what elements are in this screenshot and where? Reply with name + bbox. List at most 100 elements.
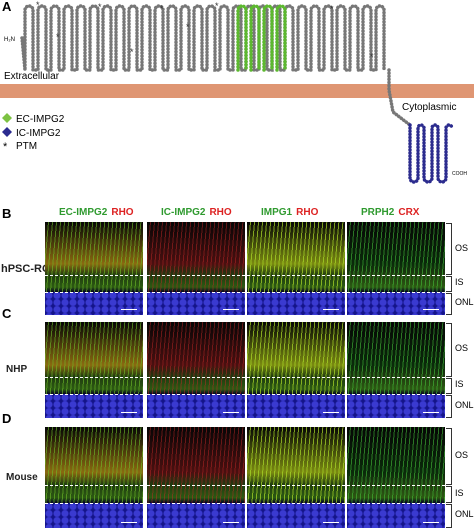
micrograph <box>45 222 143 315</box>
layer-bracket <box>446 485 452 503</box>
layer-label: ONL <box>455 400 474 410</box>
marker-label: IC-IMPG2 <box>161 207 206 218</box>
marker-label: IMPG1 <box>261 207 293 218</box>
micrograph <box>347 427 445 528</box>
layer-boundary <box>347 502 445 504</box>
nuclei <box>347 502 445 528</box>
layer-boundary <box>147 291 245 293</box>
layer-boundary <box>247 275 345 276</box>
scale-bar <box>121 309 137 310</box>
membrane <box>0 84 474 98</box>
column-header: IC-IMPG2 RHO <box>161 207 232 218</box>
column-header: EC-IMPG2 RHO <box>59 207 134 218</box>
layer-boundary <box>147 394 245 395</box>
layer-bracket <box>446 292 452 315</box>
cytoplasmic-label: Cytoplasmic <box>402 102 456 113</box>
ptm-mark: * <box>36 0 40 10</box>
layer-label: IS <box>455 487 464 498</box>
ec-impg2-loops <box>236 4 287 72</box>
ptm-mark: * <box>186 22 190 32</box>
nuclei <box>147 394 245 418</box>
legend-label: PTM <box>16 141 37 152</box>
nuclei <box>147 291 245 315</box>
ptm-mark: * <box>215 1 219 11</box>
layer-boundary <box>147 376 245 378</box>
micrograph <box>347 222 445 315</box>
column-header: IMPG1 RHO <box>261 207 318 218</box>
layer-boundary <box>45 376 143 378</box>
sample-label: NHP <box>6 364 28 375</box>
legend-label: EC-IMPG2 <box>16 114 65 125</box>
layer-bracket <box>446 377 452 394</box>
layer-boundary <box>347 484 445 486</box>
layer-boundary <box>247 394 345 395</box>
legend-swatch: * <box>3 141 8 153</box>
counterstain-label: RHO <box>209 207 232 218</box>
scale-bar <box>223 412 239 413</box>
layer-bracket <box>446 223 452 275</box>
legend-swatch <box>2 127 12 137</box>
nuclei <box>247 502 345 528</box>
marker-label: EC-IMPG2 <box>59 207 108 218</box>
nuclei <box>247 291 345 315</box>
micrograph <box>347 322 445 418</box>
ptm-mark: * <box>160 4 164 14</box>
panel-a: A H₂N Extracellular Cytoplasmic COOH EC-… <box>0 0 474 184</box>
layer-label: OS <box>455 449 469 460</box>
scale-bar <box>423 522 439 523</box>
layer-bracket <box>446 503 452 528</box>
nuclei <box>347 291 445 315</box>
transmembrane <box>387 68 412 127</box>
nuclei <box>45 291 143 315</box>
panel-label: C <box>2 306 12 321</box>
panel-label: B <box>2 206 12 221</box>
micrograph <box>45 427 143 528</box>
ptm-mark: * <box>98 2 102 12</box>
layer-boundary <box>347 275 445 276</box>
nuclei <box>45 394 143 418</box>
scale-bar <box>323 309 339 310</box>
layer-boundary <box>147 502 245 504</box>
layer-boundary <box>347 376 445 378</box>
layer-boundary <box>45 484 143 486</box>
scale-bar <box>223 309 239 310</box>
layer-boundary <box>247 484 345 486</box>
scale-bar <box>223 522 239 523</box>
layer-boundary <box>247 502 345 504</box>
layer-label: OS <box>455 242 469 253</box>
protein-diagram: * * * * * * * * * <box>20 0 454 184</box>
nuclei <box>247 394 345 418</box>
micrograph <box>147 322 245 418</box>
layer-bracket <box>446 323 452 377</box>
nuclei <box>147 502 245 528</box>
layer-bracket <box>446 276 452 292</box>
layer-boundary <box>147 484 245 486</box>
micrograph <box>147 222 245 315</box>
ptm-mark: * <box>370 52 374 62</box>
c-terminus: COOH <box>452 171 467 177</box>
scale-bar <box>423 309 439 310</box>
layer-boundary <box>247 291 345 293</box>
layer-label: OS <box>455 343 469 354</box>
micrograph <box>147 427 245 528</box>
column-header: PRPH2 CRX <box>361 207 419 218</box>
layer-label: ONL <box>455 509 474 520</box>
n-terminus: H₂N <box>4 37 15 43</box>
ptm-mark: * <box>56 32 60 42</box>
layer-label: IS <box>455 379 464 390</box>
counterstain-label: CRX <box>398 207 420 218</box>
counterstain-label: RHO <box>111 207 134 218</box>
micrograph <box>247 427 345 528</box>
micrograph <box>247 322 345 418</box>
layer-bracket <box>446 428 452 485</box>
layer-boundary <box>247 376 345 378</box>
scale-bar <box>323 412 339 413</box>
micrograph <box>247 222 345 315</box>
layer-boundary <box>147 275 245 276</box>
micrograph <box>45 322 143 418</box>
panel-label: A <box>2 0 12 14</box>
sample-label: Mouse <box>6 471 38 483</box>
layer-boundary <box>45 394 143 395</box>
scale-bar <box>323 522 339 523</box>
